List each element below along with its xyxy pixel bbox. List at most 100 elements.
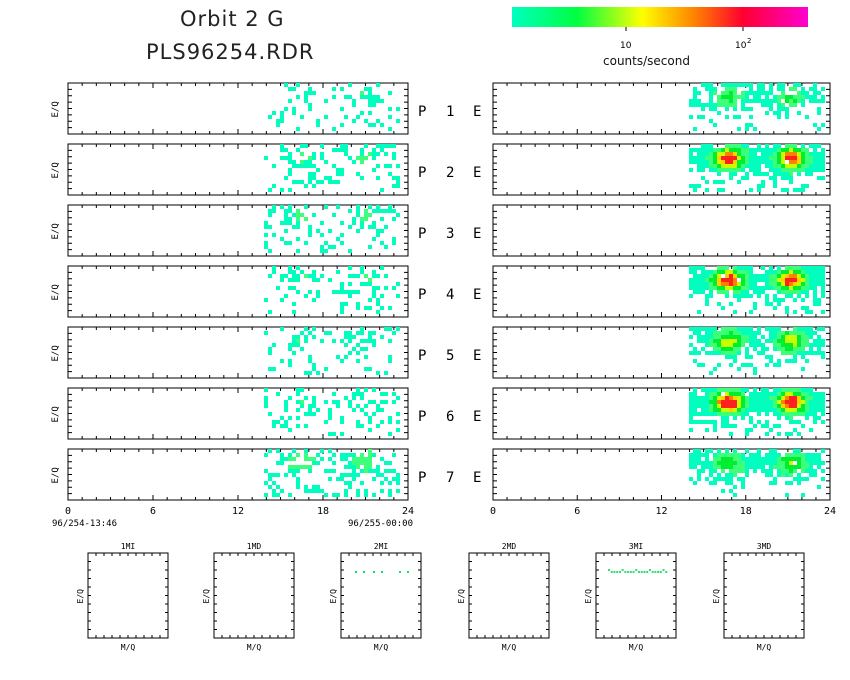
row-4-left-cell-65	[364, 282, 368, 286]
row-2-left-cell-67	[344, 152, 348, 156]
row-5-right-cell-82	[737, 331, 741, 335]
row-4-right-cell-68	[725, 290, 729, 294]
row-5-right-cell-190	[801, 335, 805, 339]
row-2-right-cell-202	[789, 176, 793, 180]
row-5-left-cell-57	[360, 331, 364, 335]
row-5-left-cell-35	[324, 331, 328, 335]
row-2-left-cell-50	[324, 160, 328, 164]
row-7-right-cell-76	[733, 465, 737, 469]
row-6-right-cell-210	[789, 420, 793, 424]
row-7-right-cell-93	[741, 481, 745, 485]
row-6-left-cell-4	[268, 412, 272, 416]
row-2-right-cell-158	[773, 148, 777, 152]
row-4-left-cell-57	[356, 274, 360, 278]
row-4-right-cell-193	[793, 274, 797, 278]
row-5-right-cell-149	[777, 347, 781, 351]
row-2-right-cell-140	[761, 172, 765, 176]
row-5-right-cell-35	[713, 335, 717, 339]
row-7-right-cell-77	[733, 469, 737, 473]
row-2-left-cell-105	[396, 184, 400, 188]
row-2-left-cell-35	[308, 172, 312, 176]
row-7-left-cell-109	[364, 461, 368, 465]
row-1-right-cell-7	[693, 103, 697, 107]
row-2-right-cell-190	[785, 168, 789, 172]
row-4-right-cell-9	[693, 278, 697, 282]
row-2-left-cell-90	[380, 188, 384, 192]
row-7-right-cell-7	[693, 457, 697, 461]
row-7-right-cell-159	[789, 457, 793, 461]
row-4-right-cell-202	[797, 274, 801, 278]
row-6-right-cell-241	[805, 400, 809, 404]
row-6-right-cell-156	[765, 404, 769, 408]
row-6-right-cell-79	[725, 416, 729, 420]
row-6-right-cell-189	[781, 400, 785, 404]
row-6-right-cell-57	[717, 392, 721, 396]
row-4-right-cell-101	[745, 266, 749, 270]
row-4-right-cell-201	[797, 270, 801, 274]
row-6-right-cell-92	[733, 392, 737, 396]
row-2-right-cell-264	[821, 176, 825, 180]
row-4-right-cell-212	[801, 282, 805, 286]
row-5-right-cell-45	[717, 347, 721, 351]
row-1-right-cell-44	[725, 91, 729, 95]
row-3-left-cell-5	[268, 209, 272, 213]
row-7-right-cell-64	[729, 457, 733, 461]
row-2-right-cell-66	[725, 148, 729, 152]
row-7-left-cell-97	[356, 457, 360, 461]
row-4-left-cell-43	[340, 286, 344, 290]
row-4-right-cell-151	[773, 278, 777, 282]
row-5-left-cell-64	[368, 331, 372, 335]
row-4-right-cell-53	[717, 290, 721, 294]
row-4-left-cell-3	[272, 266, 276, 270]
row-2-right-cell-201	[789, 172, 793, 176]
row-7-right-cell-94	[741, 485, 745, 489]
row-2-left-cell-49	[320, 180, 324, 184]
row-6-right-cell-45	[709, 420, 713, 424]
row-6-right-cell-69	[721, 416, 725, 420]
row-7-left-cell-43	[304, 465, 308, 469]
row-3-left-cell-96	[392, 209, 396, 213]
row-6-right-cell-129	[749, 420, 753, 424]
row-1-right-cell-8	[693, 127, 697, 131]
row-6-left-cell-40	[324, 420, 328, 424]
row-6-right-cell-184	[777, 424, 781, 428]
row-2-right-cell-50	[717, 156, 721, 160]
row-1-right-cell-72	[741, 103, 745, 107]
row-5-right-cell-64	[729, 331, 733, 335]
row-7-right-cell-208	[821, 449, 825, 453]
row-2-right-cell-204	[793, 144, 797, 148]
row-7-right-cell-113	[757, 461, 761, 465]
row-5-right-cell-117	[757, 327, 761, 331]
row-6-right-cell-46	[713, 388, 717, 392]
row-7-left-cell-130	[380, 489, 384, 493]
row-2-left-cell-83	[372, 168, 376, 172]
row-7-right-cell-66	[729, 465, 733, 469]
row-4-right-cell-27	[705, 270, 709, 274]
row-5-right-cell-120	[757, 343, 761, 347]
row-4-right-cell-25	[701, 286, 705, 290]
row-6-right-cell-105	[737, 408, 741, 412]
row-6-p-label: P	[418, 409, 426, 425]
row-5-right-cell-167	[789, 339, 793, 343]
row-2-e-label: E	[473, 165, 481, 181]
row-2-right-cell-141	[761, 180, 765, 184]
row-6-right-cell-226	[797, 408, 801, 412]
row-2-right-cell-214	[797, 156, 801, 160]
row-6-right-cell-136	[753, 408, 757, 412]
row-2-right-cell-58	[721, 152, 725, 156]
row-4-right-cell-255	[821, 282, 825, 286]
row-5-right-cell-84	[737, 339, 741, 343]
row-6-right-cell-100	[737, 388, 741, 392]
row-4-right-cell-114	[749, 286, 753, 290]
row-4-left-cell-80	[376, 310, 380, 314]
row-2-left-cell-74	[360, 156, 364, 160]
row-5-right-cell-67	[729, 343, 733, 347]
row-2-right-cell-197	[789, 156, 793, 160]
row-7-left-cell-50	[312, 457, 316, 461]
row-6-left-cell-63	[356, 424, 360, 428]
row-6-right-cell-231	[801, 392, 805, 396]
row-1-right-cell-114	[773, 99, 777, 103]
row-7-right-cell-81	[737, 453, 741, 457]
row-4-left-cell-20	[292, 310, 296, 314]
row-1-right-cell-169	[817, 111, 821, 115]
